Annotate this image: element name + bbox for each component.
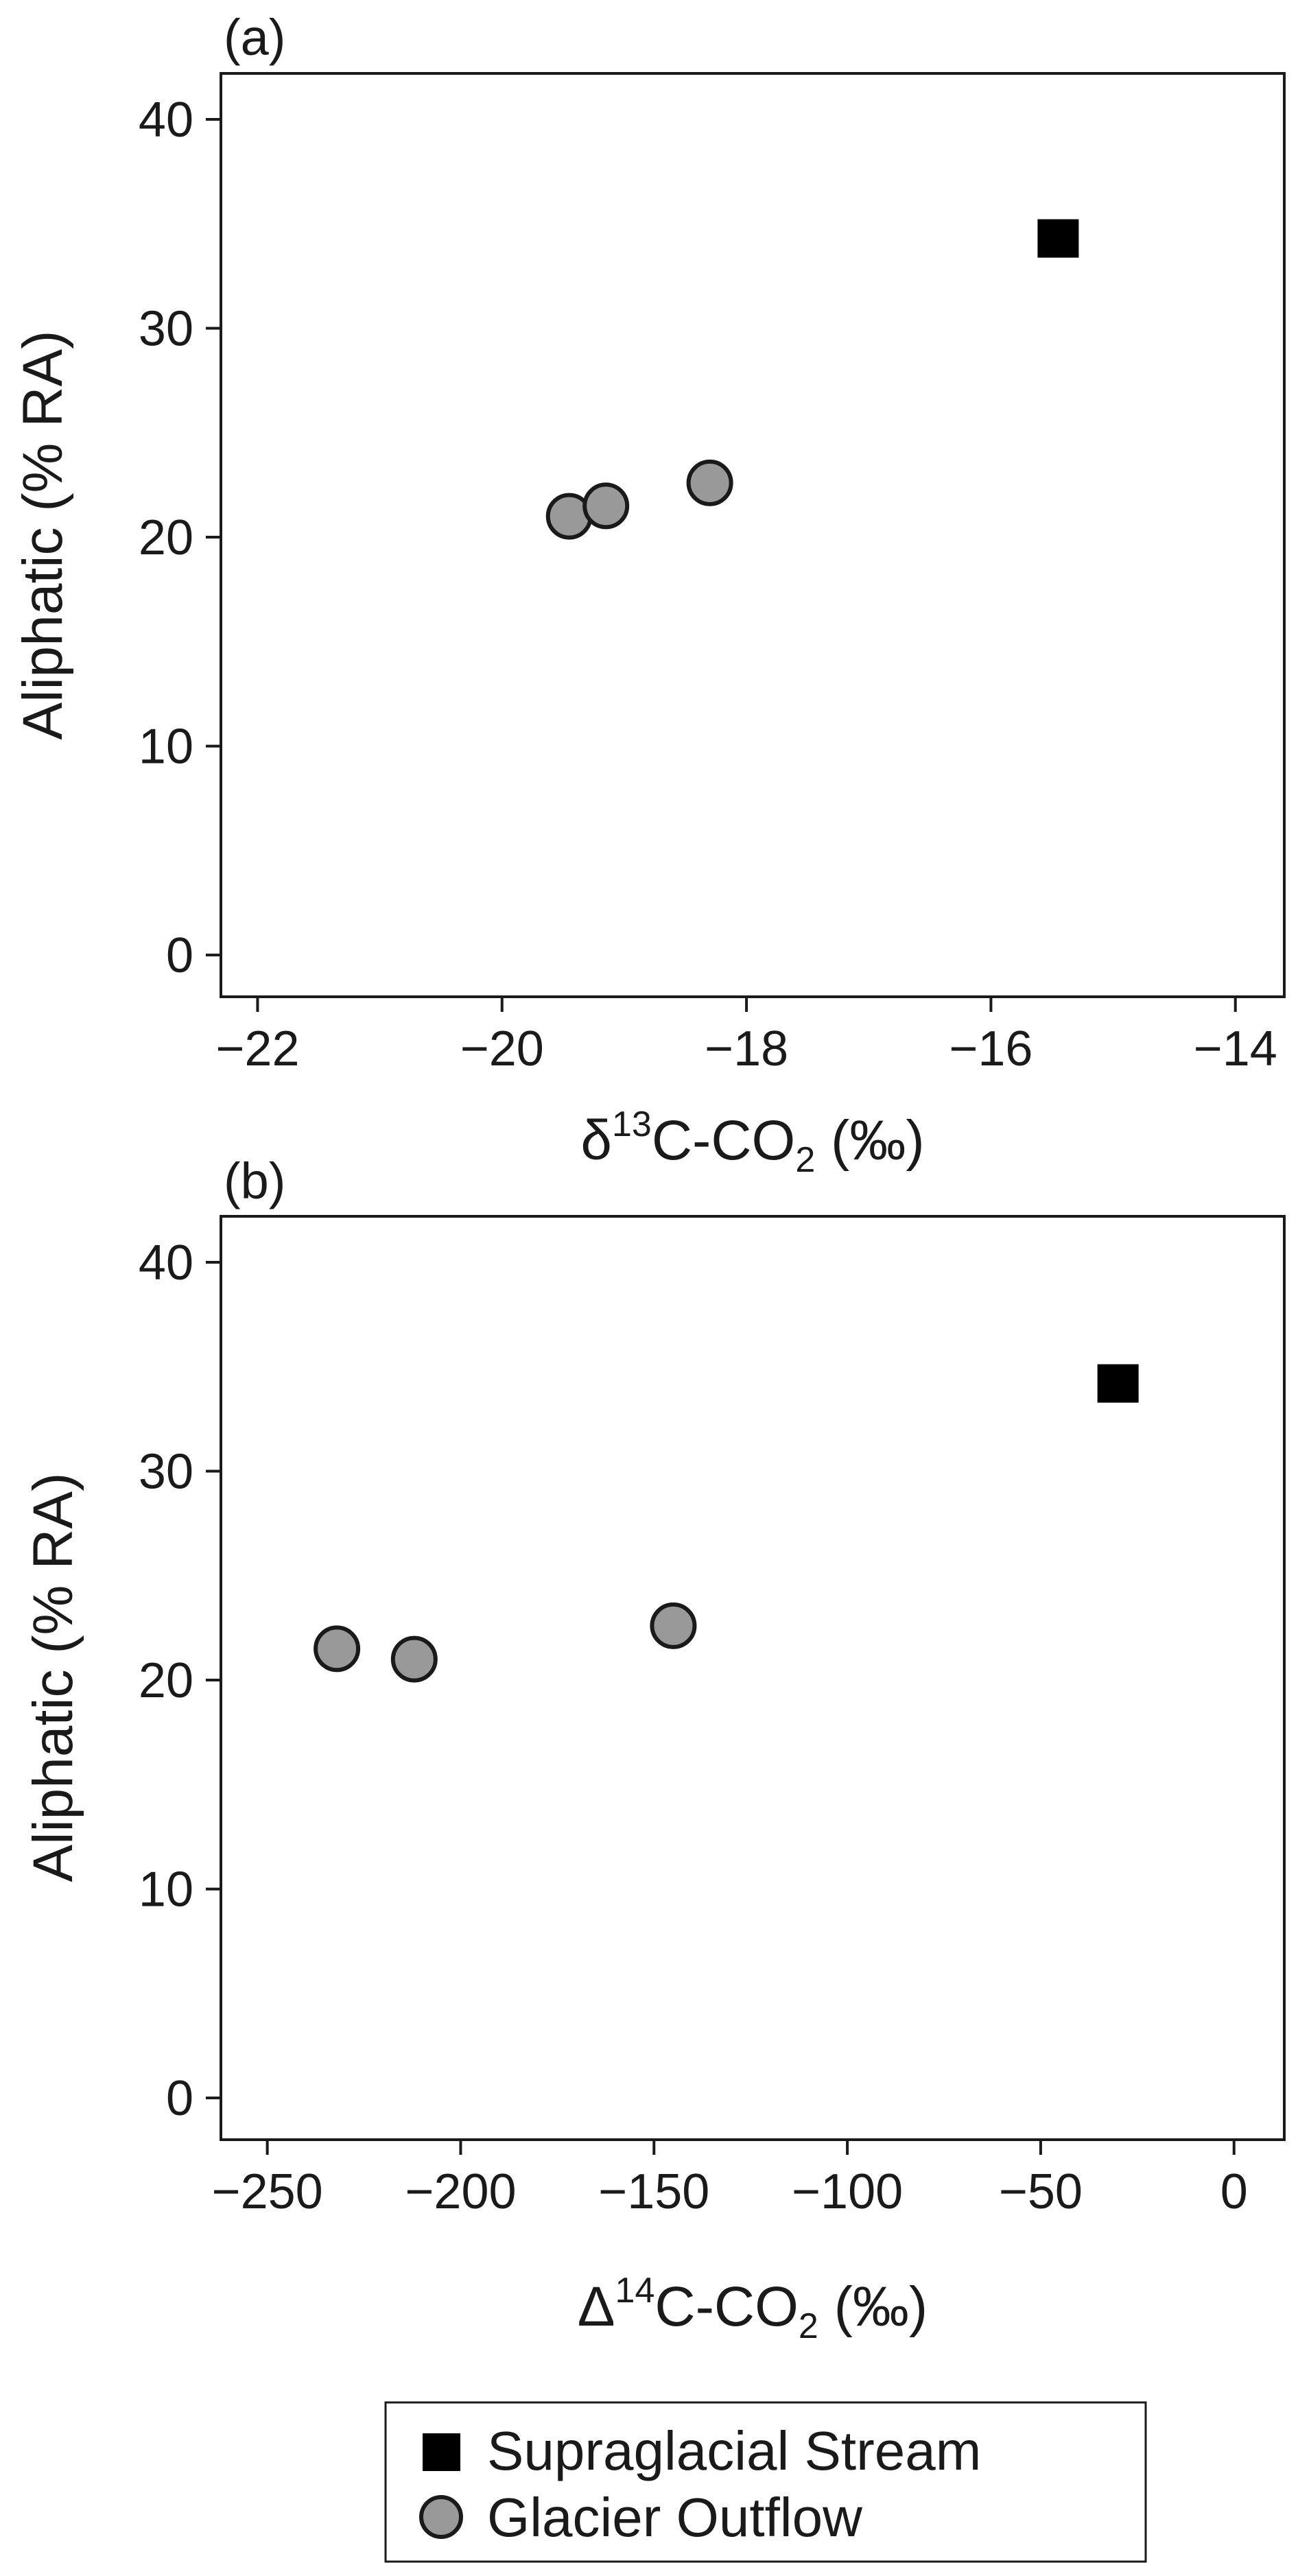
y-tick-label-a: 20: [139, 510, 193, 565]
y-axis-label-a: Aliphatic (% RA): [12, 331, 74, 740]
y-tick-label-b: 0: [166, 2071, 193, 2126]
legend-label-outflow: Glacier Outflow: [487, 2487, 862, 2548]
y-tick-label-b: 40: [139, 1236, 193, 1290]
y-tick-label-a: 40: [139, 93, 193, 147]
x-tick-label-b: −100: [792, 2164, 903, 2219]
x-tick-label-b: −50: [999, 2164, 1083, 2219]
plot-area-a: [220, 72, 1286, 998]
x-tick-label-a: −14: [1194, 1021, 1277, 1076]
x-tick-label-a: −22: [215, 1021, 299, 1076]
panel-a: (a) δ13C-CO2 (‰) Aliphatic (% RA) −22 −20…: [12, 9, 1286, 1180]
x-tick-label-a: −16: [949, 1021, 1032, 1076]
y-tick-label-a: 10: [139, 720, 193, 775]
y-tick-label-a: 30: [139, 302, 193, 357]
x-tick-label-b: −250: [212, 2164, 323, 2219]
y-tick-label-b: 10: [139, 1863, 193, 1917]
legend-label-supraglacial: Supraglacial Stream: [487, 2420, 981, 2481]
legend-circle-marker: [419, 2495, 463, 2539]
glacier-outflow-point: [314, 1625, 361, 1673]
supraglacial-stream-point: [1097, 1364, 1139, 1403]
x-axis-label-a: δ13C-CO2 (‰): [580, 1104, 924, 1180]
glacier-outflow-point: [650, 1602, 697, 1649]
glacier-outflow-point: [390, 1635, 438, 1683]
legend: Supraglacial Stream Glacier Outflow: [384, 2401, 1147, 2563]
y-tick-label-b: 30: [139, 1445, 193, 1500]
points-a: [545, 219, 1079, 540]
x-tick-label-b: −150: [598, 2164, 709, 2219]
legend-square-marker: [423, 2433, 460, 2471]
x-tick-label-a: −18: [705, 1021, 788, 1076]
glacier-outflow-point: [686, 459, 733, 506]
x-tick-label-a: −20: [460, 1021, 544, 1076]
x-tick-label-b: 0: [1220, 2164, 1248, 2219]
y-tick-label-a: 0: [166, 928, 193, 983]
y-axis-label-b: Aliphatic (% RA): [22, 1473, 84, 1882]
ticks-b: −250 −200 −150 −100 −50 0 0 10 20 30 40: [139, 1236, 1248, 2219]
x-tick-label-b: −200: [405, 2164, 516, 2219]
panel-a-label: (a): [224, 9, 285, 66]
legend-box: [384, 2401, 1147, 2563]
plot-area-b: [220, 1215, 1286, 2141]
supraglacial-stream-point: [1037, 219, 1079, 258]
ticks-a: −22 −20 −18 −16 −14 0 10 20 30 40: [139, 93, 1277, 1076]
glacier-outflow-point: [582, 482, 630, 530]
points-b: [314, 1364, 1139, 1683]
panel-b-label: (b): [224, 1153, 285, 1209]
x-axis-label-b: Δ14C-CO2 (‰): [578, 2271, 928, 2346]
panel-b: (b) Δ14C-CO2 (‰) Aliphatic (% RA) −250 −2…: [22, 1153, 1286, 2346]
y-tick-label-b: 20: [139, 1653, 193, 1708]
